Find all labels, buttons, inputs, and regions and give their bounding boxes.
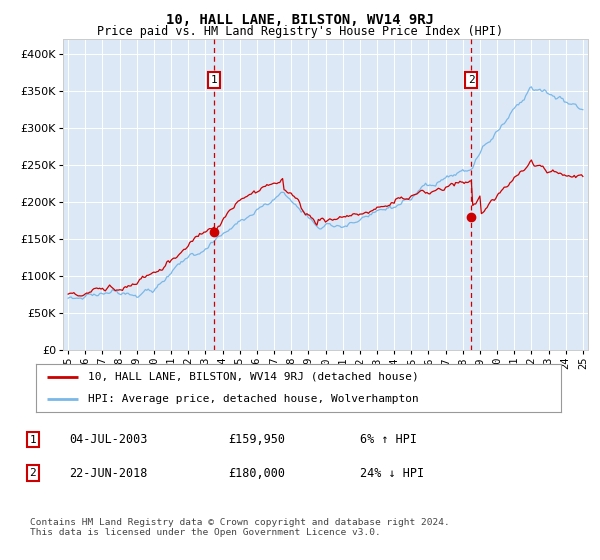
Text: 6% ↑ HPI: 6% ↑ HPI (360, 433, 417, 446)
Text: HPI: Average price, detached house, Wolverhampton: HPI: Average price, detached house, Wolv… (89, 394, 419, 404)
Text: 10, HALL LANE, BILSTON, WV14 9RJ (detached house): 10, HALL LANE, BILSTON, WV14 9RJ (detach… (89, 372, 419, 382)
Text: 1: 1 (211, 75, 217, 85)
Text: 24% ↓ HPI: 24% ↓ HPI (360, 466, 424, 480)
Text: Price paid vs. HM Land Registry's House Price Index (HPI): Price paid vs. HM Land Registry's House … (97, 25, 503, 38)
Text: £159,950: £159,950 (228, 433, 285, 446)
Text: 2: 2 (29, 468, 37, 478)
Text: 22-JUN-2018: 22-JUN-2018 (69, 466, 148, 480)
Text: £180,000: £180,000 (228, 466, 285, 480)
Text: Contains HM Land Registry data © Crown copyright and database right 2024.
This d: Contains HM Land Registry data © Crown c… (30, 518, 450, 538)
Text: 04-JUL-2003: 04-JUL-2003 (69, 433, 148, 446)
Text: 2: 2 (468, 75, 475, 85)
Text: 10, HALL LANE, BILSTON, WV14 9RJ: 10, HALL LANE, BILSTON, WV14 9RJ (166, 13, 434, 27)
Text: 1: 1 (29, 435, 37, 445)
